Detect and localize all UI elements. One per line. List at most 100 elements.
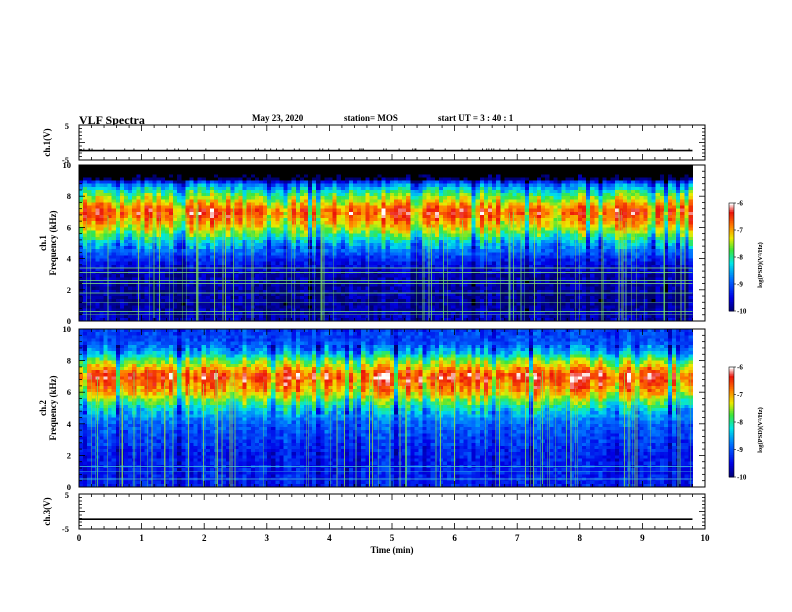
spectrogram-cell [606, 218, 612, 222]
spectrogram-cell [173, 230, 178, 235]
spectrogram-cell [463, 249, 468, 253]
spectrogram-cell [631, 230, 636, 235]
spectrogram-cell [148, 252, 154, 256]
spectrogram-cell [320, 227, 325, 231]
spectrogram-cell [213, 174, 219, 178]
spectrogram-cell [483, 183, 489, 188]
spectrogram-cell [226, 249, 231, 253]
spectrogram-cell [385, 196, 391, 200]
spectrogram-cell [434, 211, 440, 216]
spectrogram-cell [148, 243, 154, 247]
spectrogram-cell [500, 252, 505, 256]
spectrogram-cell [582, 196, 587, 200]
spectrogram-cell [631, 227, 636, 231]
spectrogram-cell [504, 236, 509, 241]
spectrogram-cell [79, 205, 84, 210]
spectrogram-cell [275, 189, 280, 194]
spectrogram-cell [676, 199, 681, 203]
spectrogram-cell [344, 199, 350, 203]
spectrogram-cell [471, 243, 477, 247]
spectrogram-cell [226, 233, 231, 238]
spectrogram-cell [463, 186, 468, 191]
spectrogram-cell [528, 249, 534, 253]
spectrogram-cell [627, 224, 632, 228]
spectrogram-cell [422, 214, 428, 219]
spectrogram-cell [524, 171, 530, 175]
spectrogram-cell [443, 255, 448, 259]
spectrogram-cell [267, 227, 272, 231]
spectrogram-cell [680, 196, 685, 200]
spectrogram-cell [618, 208, 624, 213]
spectrogram-cell [667, 249, 673, 253]
spectrogram-cell [475, 236, 481, 241]
spectrogram-cell [369, 186, 374, 191]
spectrogram-cell [160, 261, 166, 266]
spectrogram-cell [414, 196, 419, 200]
spectrogram-cell [541, 196, 546, 200]
spectrogram-cell [549, 252, 554, 256]
spectrogram-cell [119, 177, 125, 181]
spectrogram-cell [573, 233, 579, 238]
spectrogram-cell [524, 177, 530, 181]
spectrogram-cell [688, 224, 693, 228]
spectrogram-cell [128, 218, 133, 222]
spectrogram-cell [618, 177, 624, 181]
spectrogram-cell [336, 214, 342, 219]
spectrogram-cell [136, 189, 141, 194]
spectrogram-cell [177, 211, 182, 216]
spectrogram-cell [160, 221, 166, 225]
spectrogram-cell [271, 258, 276, 263]
spectrogram-cell [606, 174, 612, 178]
spectrogram-cell [504, 193, 509, 197]
spectrogram-cell [655, 230, 661, 235]
spectrogram-cell [168, 230, 174, 235]
spectrogram-cell [189, 249, 194, 253]
date-label: May 23, 2020 [252, 113, 304, 123]
spectrogram-cell [434, 218, 440, 222]
spectrogram-cell [553, 246, 558, 250]
spectrogram-cell [512, 202, 518, 206]
spectrogram-cell [594, 233, 599, 238]
spectrogram-cell [189, 174, 194, 178]
spectrogram-cell [688, 230, 693, 235]
spectrogram-cell [443, 168, 448, 172]
spectrogram-cell [532, 230, 538, 235]
spectrogram-cell [332, 221, 338, 225]
spectrogram-cell [177, 230, 182, 235]
spectrogram-cell [398, 180, 403, 185]
spectrogram-cell [492, 171, 497, 175]
spectrogram-cell [271, 252, 276, 256]
spectrogram-cell [123, 168, 129, 172]
spectrogram-cell [189, 227, 194, 231]
spectrogram-cell [238, 239, 243, 244]
spectrogram-cell [594, 239, 599, 244]
spectrogram-cell [250, 180, 256, 185]
spectrogram-cell [303, 177, 309, 181]
spectrogram-cell [545, 236, 550, 241]
spectrogram-cell [463, 246, 468, 250]
spectrogram-cell [598, 186, 603, 191]
spectrogram-cell [590, 258, 595, 263]
spectrogram-cell [647, 258, 652, 263]
spectrogram-cell [573, 205, 579, 210]
spectrogram-cell [663, 224, 669, 228]
spectrogram-cell [373, 211, 378, 216]
spectrogram-cell [561, 205, 567, 210]
spectrogram-cell [467, 239, 473, 244]
trace-dot [667, 148, 669, 150]
spectrogram-cell [487, 183, 493, 188]
spectrogram-cell [385, 224, 391, 228]
spectrogram-cell [610, 196, 616, 200]
spectrogram-cell [418, 239, 423, 244]
spectrogram-cell [549, 243, 554, 247]
spectrogram-cell [676, 243, 681, 247]
spectrogram-cell [504, 239, 509, 244]
spectrogram-cell [651, 189, 657, 194]
spectrogram-cell [111, 227, 117, 231]
spectrogram-cell [438, 214, 444, 219]
spectrogram-cell [205, 224, 211, 228]
spectrogram-cell [222, 205, 227, 210]
spectrogram-cell [577, 211, 583, 216]
spectrogram-cell [115, 202, 121, 206]
spectrogram-cell [132, 211, 137, 216]
